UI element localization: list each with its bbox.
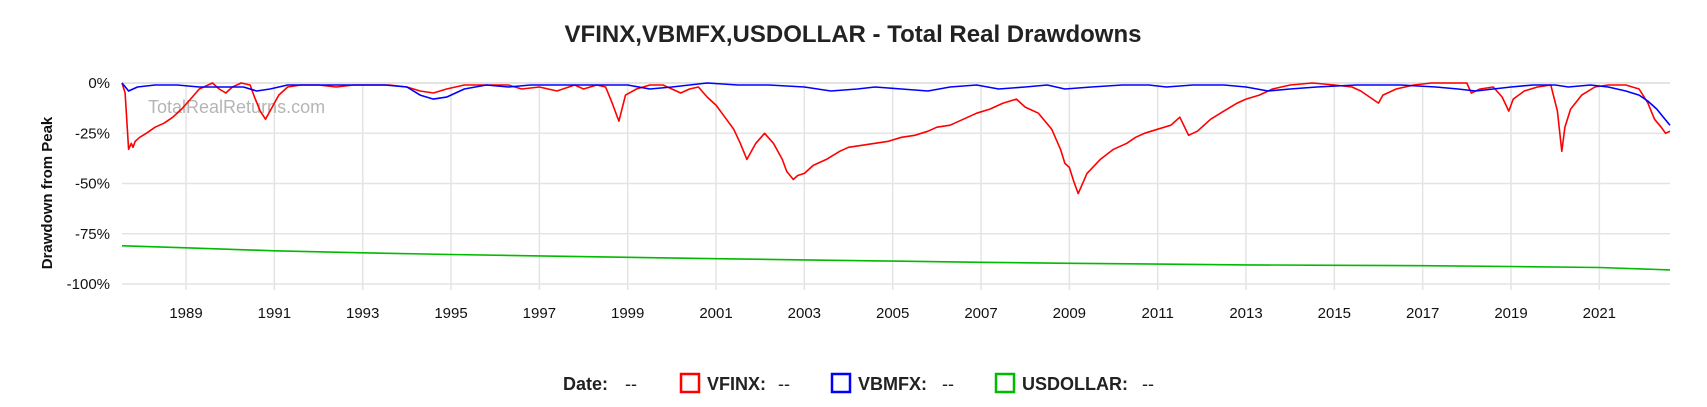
x-tick-label: 1999	[611, 305, 644, 322]
watermark: TotalRealReturns.com	[148, 97, 325, 117]
axis-layer: 0% -25% -50% -75% -100% 1989 1991 1993 1995 1997 1…	[67, 75, 1616, 322]
y-axis-label: Drawdown from Peak	[39, 116, 56, 269]
x-tick-label: 2021	[1583, 305, 1616, 322]
x-tick-label: 1993	[346, 305, 379, 322]
y-tick-label: -75%	[75, 226, 110, 243]
x-tick-label: 1991	[258, 305, 291, 322]
series-line-usdollar[interactable]	[121, 245, 1671, 271]
y-tick-label: 0%	[88, 75, 110, 92]
legend-value-usdollar: --	[1142, 374, 1154, 394]
series-line-vfinx[interactable]	[121, 82, 1671, 195]
series-layer	[121, 82, 1671, 271]
x-tick-label: 2009	[1053, 305, 1086, 322]
x-tick-label: 1997	[523, 305, 556, 322]
x-tick-label: 2013	[1229, 305, 1262, 322]
legend-swatch-usdollar[interactable]	[994, 372, 1016, 394]
legend-value-vbmfx: --	[942, 374, 954, 394]
x-tick-label: 2007	[964, 305, 997, 322]
legend-label-usdollar[interactable]: USDOLLAR:	[1022, 374, 1128, 394]
legend-value-vfinx: --	[778, 374, 790, 394]
y-tick-label: -100%	[67, 276, 110, 293]
legend-swatch-vbmfx[interactable]	[830, 372, 852, 394]
legend-label-vfinx[interactable]: VFINX:	[707, 374, 766, 394]
x-tick-label: 2011	[1142, 305, 1174, 322]
grid-layer	[122, 82, 1670, 290]
y-tick-label: -25%	[75, 125, 110, 142]
x-tick-label: 2015	[1318, 305, 1351, 322]
legend-label-vbmfx[interactable]: VBMFX:	[858, 374, 927, 394]
legend-date-label: Date:	[563, 374, 608, 394]
series-line-vbmfx[interactable]	[121, 82, 1671, 126]
x-tick-label: 1995	[434, 305, 467, 322]
legend-date-value: --	[625, 374, 637, 394]
y-tick-label: -50%	[75, 176, 110, 193]
chart-title: VFINX,VBMFX,USDOLLAR - Total Real Drawdo…	[565, 21, 1142, 48]
legend: Date: -- VFINX: -- VBMFX: -- USDOLLAR: -…	[563, 372, 1154, 394]
x-tick-label: 2005	[876, 305, 909, 322]
x-tick-label: 2003	[788, 305, 821, 322]
x-tick-label: 2017	[1406, 305, 1439, 322]
x-tick-label: 2001	[699, 305, 732, 322]
x-tick-label: 2019	[1494, 305, 1527, 322]
legend-swatch-vfinx[interactable]	[679, 372, 701, 394]
x-tick-label: 1989	[169, 305, 202, 322]
